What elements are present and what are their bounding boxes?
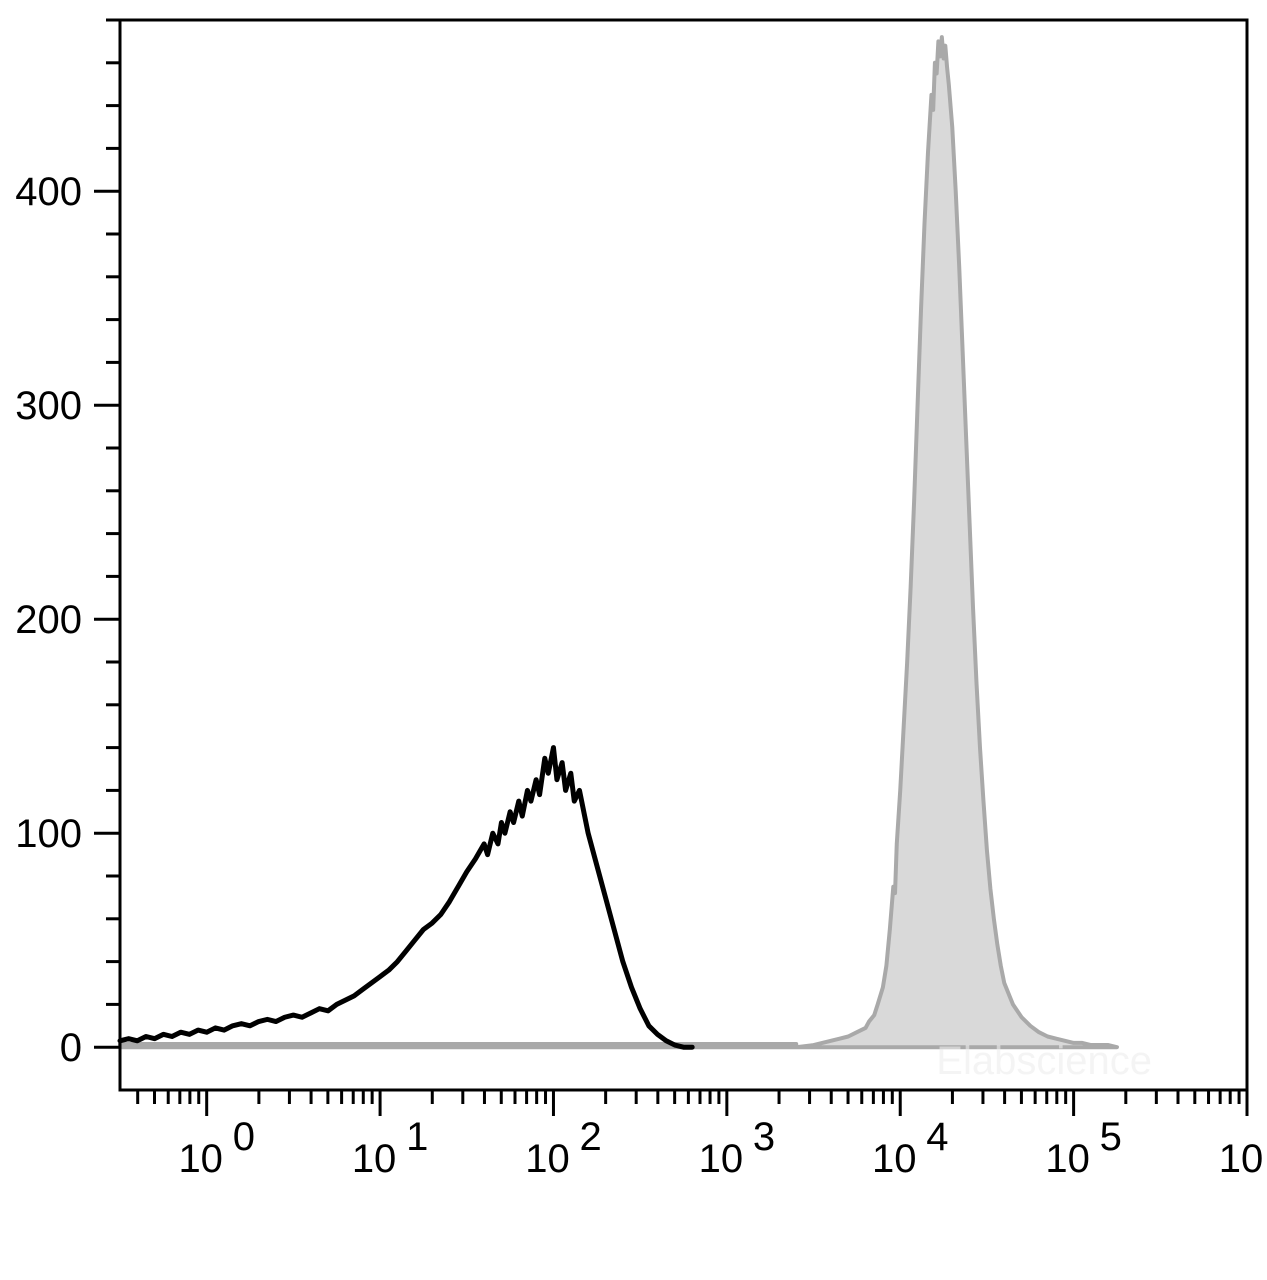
x-tick-label: 10 [1219, 1137, 1264, 1181]
x-tick-exponent: 5 [1100, 1115, 1122, 1159]
x-tick-exponent: 4 [926, 1115, 948, 1159]
x-tick-label: 10 [872, 1137, 917, 1181]
chart-svg: 0100200300400100101102103104105106Elabsc… [0, 0, 1267, 1280]
x-tick-label: 10 [352, 1137, 397, 1181]
x-tick-label: 10 [699, 1137, 744, 1181]
watermark-text: Elabscience [936, 1039, 1152, 1083]
y-tick-label: 300 [15, 384, 82, 428]
y-tick-label: 400 [15, 170, 82, 214]
y-tick-label: 0 [60, 1026, 82, 1070]
x-tick-exponent: 3 [753, 1115, 775, 1159]
x-tick-label: 10 [178, 1137, 223, 1181]
y-tick-label: 200 [15, 598, 82, 642]
flow-cytometry-histogram: 0100200300400100101102103104105106Elabsc… [0, 0, 1267, 1280]
y-tick-label: 100 [15, 812, 82, 856]
x-tick-label: 10 [525, 1137, 570, 1181]
x-tick-exponent: 0 [233, 1115, 255, 1159]
x-tick-exponent: 1 [406, 1115, 428, 1159]
x-tick-label: 10 [1045, 1137, 1090, 1181]
x-tick-exponent: 2 [579, 1115, 601, 1159]
